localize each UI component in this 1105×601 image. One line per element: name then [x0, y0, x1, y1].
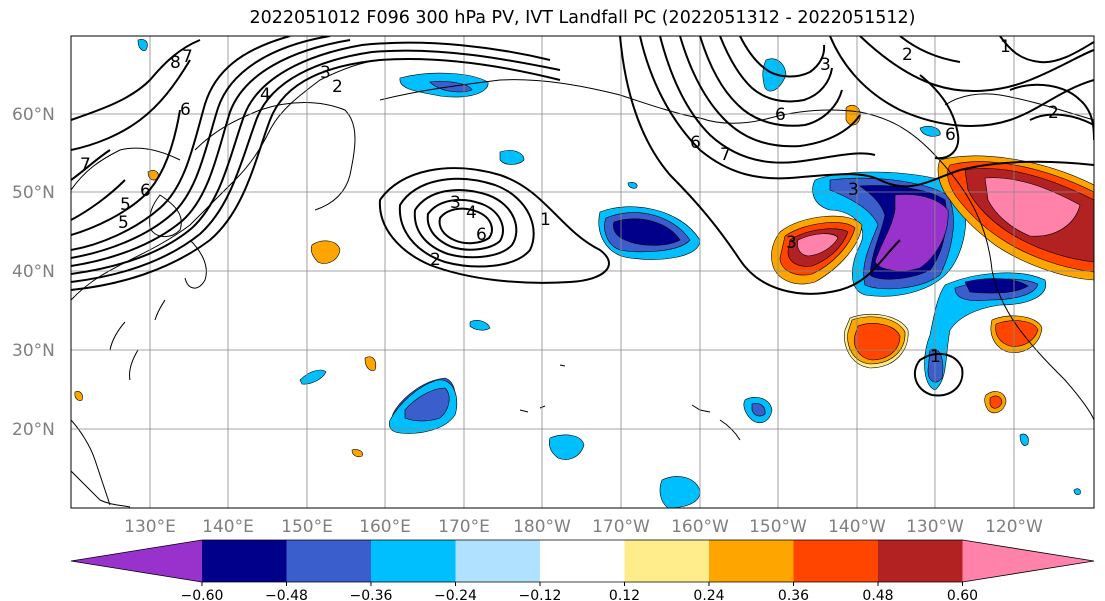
lon-label: 130°W	[906, 517, 964, 537]
contour-label: 3	[450, 193, 461, 213]
lat-label: 20°N	[12, 420, 55, 440]
contour-label: 6	[180, 100, 191, 120]
colorbar-tick-label: −0.12	[519, 588, 562, 601]
contour-label: 4	[260, 85, 271, 105]
colorbar-segment	[624, 540, 709, 582]
contour-label: 3	[786, 233, 797, 253]
colorbar-tick-label: 0.12	[609, 588, 640, 601]
lon-label: 140°W	[828, 517, 886, 537]
pv-contours	[71, 36, 1094, 397]
lat-label: 30°N	[12, 341, 55, 361]
colorbar-segment	[286, 540, 371, 582]
colorbar-segment	[202, 540, 287, 582]
contour-label: 7	[80, 155, 91, 175]
colorbar-labels: −0.60 −0.48 −0.36 −0.24 −0.12 0.12 0.24 0.36 0.4…	[181, 582, 978, 601]
colorbar-tick-label: −0.24	[434, 588, 477, 601]
colorbar-segment	[878, 540, 963, 582]
contour-label: 2	[332, 77, 343, 97]
contour-label: 1	[930, 347, 941, 367]
plot-area: 8 7 6 5 4 3 2 1 3 4 6 7 2 6 7 3 3 1 3 6 …	[71, 36, 1094, 508]
colorbar-tick-label: −0.36	[350, 588, 393, 601]
colorbar-tick-label: 0.60	[947, 588, 978, 601]
contour-label: 8	[170, 53, 181, 73]
contour-label: 2	[1048, 103, 1059, 123]
colorbar-tick-label: −0.48	[265, 588, 308, 601]
colorbar-tick-label: 0.24	[693, 588, 724, 601]
contour-label: 3	[820, 55, 831, 75]
colorbar-segment	[962, 540, 1094, 582]
contour-label: 1	[540, 210, 551, 230]
contour-label: 7	[720, 145, 731, 165]
lon-label: 180°W	[513, 517, 571, 537]
colorbar-segment	[455, 540, 540, 582]
pc-fill-layer	[74, 39, 1094, 508]
lat-label: 40°N	[12, 262, 55, 282]
contour-label: 4	[466, 203, 477, 223]
longitude-labels: 130°E 140°E 150°E 160°E 170°E 180°W 170°…	[124, 517, 1043, 537]
contour-label: 1	[1000, 37, 1011, 57]
colorbar-segment	[540, 540, 625, 582]
contour-label: 6	[690, 133, 701, 153]
contour-label: 6	[945, 125, 956, 145]
colorbar	[70, 539, 1095, 583]
contour-label: 2	[430, 250, 441, 270]
colorbar-segment	[793, 540, 878, 582]
contour-label: 3	[848, 180, 859, 200]
contour-label: 6	[476, 225, 487, 245]
contour-label: 6	[775, 105, 786, 125]
contour-label: 6	[140, 181, 151, 201]
lon-label: 130°E	[124, 517, 176, 537]
contour-label: 5	[120, 195, 131, 215]
lon-label: 160°W	[671, 517, 729, 537]
lat-label: 50°N	[12, 183, 55, 203]
lon-label: 120°W	[985, 517, 1043, 537]
colorbar-segment	[71, 540, 202, 582]
lon-label: 150°W	[749, 517, 807, 537]
colorbar-segment	[709, 540, 794, 582]
contour-label: 2	[902, 45, 913, 65]
lon-label: 170°E	[438, 517, 490, 537]
contour-label: 3	[320, 63, 331, 83]
map-frame	[70, 35, 1095, 509]
coastlines	[71, 59, 1094, 508]
colorbar-tick-label: −0.60	[181, 588, 224, 601]
contour-labels: 8 7 6 5 4 3 2 1 3 4 6 7 2 6 7 3 3 1 3 6 …	[80, 37, 1059, 367]
lon-label: 150°E	[281, 517, 333, 537]
contour-label: 5	[118, 213, 129, 233]
latitude-labels: 60°N 50°N 40°N 30°N 20°N	[12, 105, 55, 440]
colorbar-tick-label: 0.48	[862, 588, 893, 601]
gridlines	[71, 36, 1094, 508]
contour-label: 7	[182, 47, 193, 67]
colorbar-tick-label: 0.36	[778, 588, 809, 601]
lon-label: 160°E	[359, 517, 411, 537]
lon-label: 140°E	[202, 517, 254, 537]
map-title: 2022051012 F096 300 hPa PV, IVT Landfall…	[249, 8, 916, 28]
lon-label: 170°W	[592, 517, 650, 537]
colorbar-segment	[371, 540, 456, 582]
lat-label: 60°N	[12, 105, 55, 125]
